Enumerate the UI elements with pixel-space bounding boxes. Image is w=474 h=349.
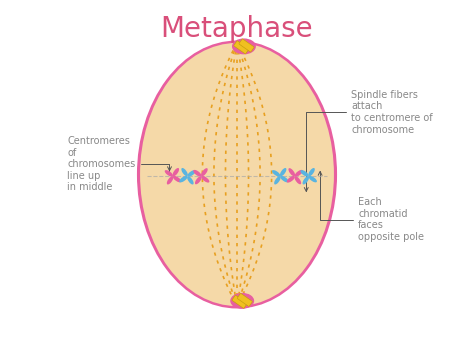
Ellipse shape xyxy=(295,170,303,177)
Ellipse shape xyxy=(187,176,193,185)
Ellipse shape xyxy=(195,176,201,184)
Text: Spindle fibers
attach
to centromere of
chromosome: Spindle fibers attach to centromere of c… xyxy=(304,90,433,191)
Ellipse shape xyxy=(294,176,301,184)
Ellipse shape xyxy=(188,170,196,177)
Ellipse shape xyxy=(302,176,309,185)
Ellipse shape xyxy=(193,170,201,177)
Ellipse shape xyxy=(309,176,317,183)
Ellipse shape xyxy=(173,168,179,176)
FancyBboxPatch shape xyxy=(232,295,247,308)
Ellipse shape xyxy=(173,176,181,183)
Ellipse shape xyxy=(179,176,188,183)
Ellipse shape xyxy=(167,176,173,185)
Ellipse shape xyxy=(182,168,188,176)
Ellipse shape xyxy=(201,168,208,176)
Text: Each
chromatid
faces
opposite pole: Each chromatid faces opposite pole xyxy=(318,171,424,242)
Ellipse shape xyxy=(274,176,281,185)
Ellipse shape xyxy=(233,39,255,54)
FancyBboxPatch shape xyxy=(237,294,252,306)
Ellipse shape xyxy=(137,40,337,309)
FancyBboxPatch shape xyxy=(234,41,249,54)
Ellipse shape xyxy=(308,168,315,176)
Ellipse shape xyxy=(280,168,286,176)
Ellipse shape xyxy=(287,176,295,183)
Ellipse shape xyxy=(272,170,280,177)
Ellipse shape xyxy=(231,294,254,308)
Ellipse shape xyxy=(301,170,309,177)
Ellipse shape xyxy=(164,170,173,177)
Ellipse shape xyxy=(201,176,210,183)
Text: Metaphase: Metaphase xyxy=(161,15,313,43)
Text: Centromeres
of
chromosomes
line up
in middle: Centromeres of chromosomes line up in mi… xyxy=(67,136,172,192)
Ellipse shape xyxy=(140,43,334,306)
Ellipse shape xyxy=(280,176,289,183)
FancyBboxPatch shape xyxy=(239,39,254,52)
Ellipse shape xyxy=(289,168,295,176)
